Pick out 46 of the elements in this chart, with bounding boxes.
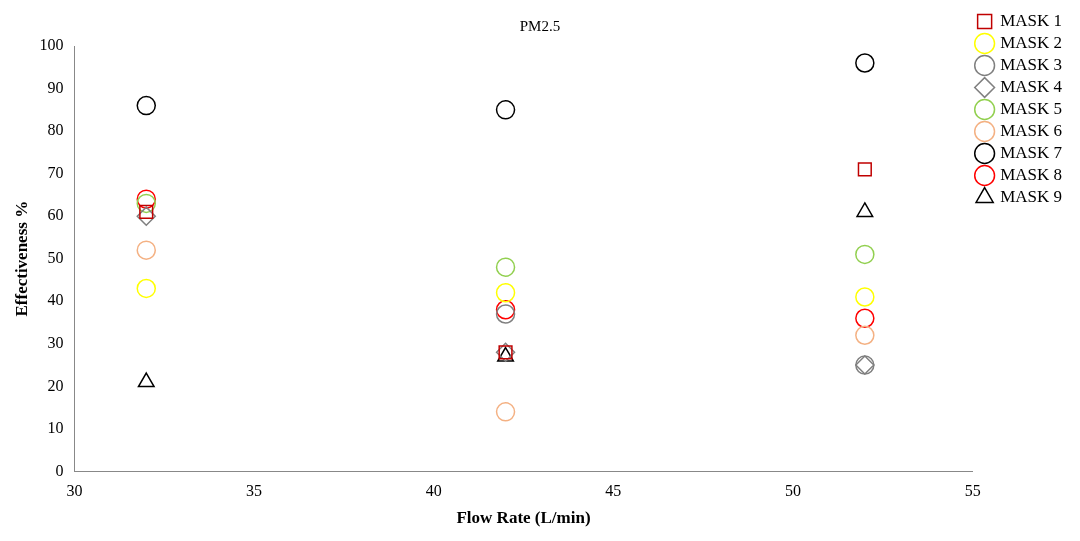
point	[495, 282, 516, 303]
point	[857, 162, 872, 177]
y-tick-label: 10	[47, 419, 64, 437]
x-tick-label: 50	[784, 482, 801, 500]
point	[856, 202, 874, 218]
point	[855, 308, 875, 329]
point	[136, 278, 157, 299]
point	[136, 240, 157, 260]
point	[136, 189, 157, 209]
point	[855, 325, 875, 346]
point	[495, 257, 516, 277]
point	[136, 95, 157, 116]
legend-label: MASK 8	[1000, 164, 1062, 184]
point	[136, 206, 157, 226]
x-tick-label: 45	[605, 482, 622, 500]
legend-label: MASK 3	[1000, 54, 1062, 74]
point	[855, 53, 875, 73]
legend-label: MASK 5	[1000, 98, 1062, 118]
y-tick-label: 100	[39, 36, 64, 54]
legend-label: MASK 6	[1000, 120, 1062, 140]
legend-label: MASK 1	[1000, 10, 1062, 30]
y-tick-label: 40	[47, 291, 64, 309]
y-tick-label: 30	[47, 333, 64, 351]
legend-label: MASK 4	[1000, 76, 1063, 96]
point	[855, 244, 875, 265]
y-tick-label: 60	[47, 206, 64, 224]
legend-label: MASK 7	[1000, 142, 1063, 162]
y-tick-label: 50	[47, 248, 64, 266]
legend-label: MASK 2	[1000, 32, 1062, 52]
y-tick-label: 0	[55, 461, 64, 479]
legend-label: MASK 9	[1000, 186, 1062, 206]
x-axis-title: Flow Rate (L/min)	[456, 508, 591, 528]
point	[855, 287, 875, 307]
x-tick-label: 35	[246, 482, 263, 500]
chart-title: PM2.5	[519, 17, 561, 34]
x-tick-label: 55	[964, 482, 981, 500]
y-tick-label: 70	[47, 163, 64, 181]
point	[495, 402, 516, 422]
y-tick-label: 90	[47, 78, 64, 96]
y-tick-label: 20	[47, 376, 64, 394]
point	[136, 193, 157, 214]
x-tick-label: 40	[425, 482, 442, 500]
y-tick-label: 80	[47, 121, 64, 139]
point	[495, 100, 516, 120]
x-tick-label: 30	[66, 482, 83, 500]
y-axis-title: Effectiveness %	[11, 200, 31, 317]
